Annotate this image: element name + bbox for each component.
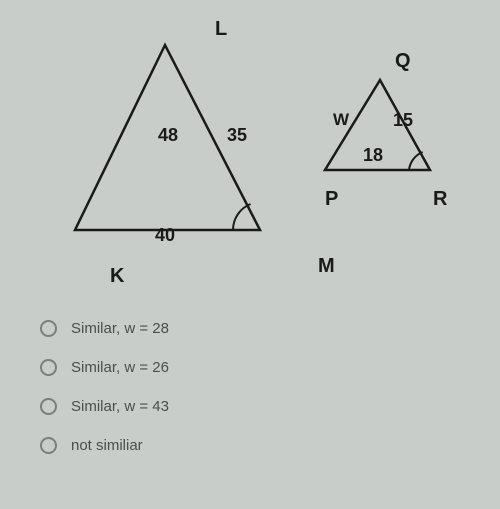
vertex-l: L (215, 18, 227, 41)
option-d[interactable]: not similiar (40, 437, 169, 454)
vertex-r: R (433, 188, 447, 211)
vertex-p: P (325, 188, 338, 211)
option-c[interactable]: Similar, w = 43 (40, 398, 169, 415)
side-lk-value: 48 (158, 125, 178, 146)
option-a[interactable]: Similar, w = 28 (40, 320, 169, 337)
geometry-diagram: L K M 48 35 40 Q P R W 15 18 (60, 10, 440, 290)
vertex-q: Q (395, 50, 411, 73)
radio-icon (40, 437, 57, 454)
radio-icon (40, 359, 57, 376)
answer-options: Similar, w = 28 Similar, w = 26 Similar,… (40, 320, 169, 476)
radio-icon (40, 398, 57, 415)
side-pr-value: 18 (363, 145, 383, 166)
option-text: Similar, w = 28 (71, 320, 169, 337)
option-text: Similar, w = 26 (71, 359, 169, 376)
option-text: Similar, w = 43 (71, 398, 169, 415)
vertex-m: M (318, 255, 335, 278)
radio-icon (40, 320, 57, 337)
side-km-value: 40 (155, 225, 175, 246)
side-lm-value: 35 (227, 125, 247, 146)
vertex-k: K (110, 265, 124, 288)
side-qp-value: W (333, 110, 349, 130)
option-text: not similiar (71, 437, 143, 454)
option-b[interactable]: Similar, w = 26 (40, 359, 169, 376)
side-qr-value: 15 (393, 110, 413, 131)
